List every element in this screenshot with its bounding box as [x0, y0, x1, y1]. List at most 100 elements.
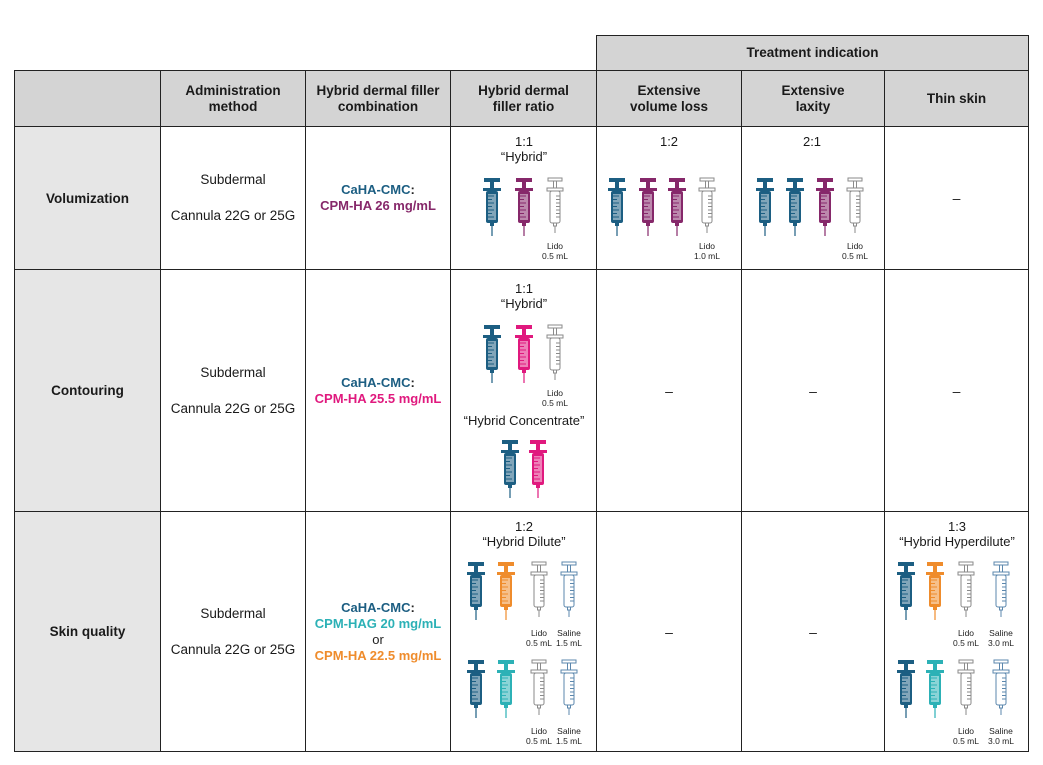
syringe-icon-cpmha26	[668, 178, 686, 236]
ratio-value: 1:2	[659, 134, 679, 149]
saline-label: Saline 1.5 mL	[556, 726, 582, 746]
combo-line-a: CaHA-CMC:	[341, 182, 415, 197]
dash-text: –	[809, 623, 817, 640]
method-subdermal: Subdermal	[200, 605, 266, 621]
saline-volume: 3.0 mL	[988, 735, 1014, 746]
border-left-table	[14, 70, 15, 752]
lido-text: Lido	[957, 628, 975, 638]
ratio-volumization	[451, 127, 597, 270]
border-top-group	[596, 35, 1029, 36]
lido-volume: 0.5 mL	[526, 637, 552, 648]
treatment-indication-header: Treatment indication	[597, 36, 1029, 71]
header-ratio: Hybrid dermal filler ratio	[451, 71, 597, 127]
row-label-skin-quality-text: Skin quality	[49, 624, 126, 639]
syringe-icon-cahacmc	[608, 178, 626, 236]
combo-line-a: CaHA-CMC:	[341, 599, 415, 615]
syringe-icon-cpmha255	[529, 440, 547, 498]
syringe-icon-lido	[530, 659, 548, 715]
syringe-icon-cahacmc	[756, 178, 774, 236]
method-subdermal: Subdermal	[200, 364, 266, 380]
syringe-icon-cpmha225	[497, 562, 515, 620]
saline-volume: 1.5 mL	[556, 735, 582, 746]
saline-label: Saline 3.0 mL	[988, 726, 1014, 746]
lido-label: Lido 0.5 mL	[953, 628, 979, 648]
ratio-value: 1:3	[947, 519, 967, 534]
syringe-icon-lido	[957, 561, 975, 617]
lido-text: Lido	[546, 388, 564, 398]
lido-volume: 0.5 mL	[526, 735, 552, 746]
lido-volume: 0.5 mL	[953, 735, 979, 746]
lido-text: Lido	[957, 726, 975, 736]
combo-or: or	[372, 631, 384, 647]
syringe-icon-lido	[698, 177, 716, 233]
header-laxity-label: Extensive laxity	[781, 82, 845, 114]
saline-volume: 3.0 mL	[988, 637, 1014, 648]
combo-cpmha225: CPM-HA 22.5 mg/mL	[314, 647, 442, 663]
saline-volume: 1.5 mL	[556, 637, 582, 648]
syringe-icon-lido	[546, 324, 564, 380]
method-cannula: Cannula 22G or 25G	[170, 208, 296, 223]
header-method: Administration method	[161, 71, 306, 127]
volume-contouring: –	[597, 270, 742, 512]
ratio-value: 1:1	[514, 134, 534, 149]
laxity-volumization	[742, 127, 885, 270]
header-combo: Hybrid dermal filler combination	[306, 71, 451, 127]
ratio-name: “Hybrid”	[500, 149, 548, 164]
combo-cpmha255: CPM-HA 25.5 mg/mL	[314, 390, 442, 406]
saline-text: Saline	[989, 726, 1013, 736]
lido-volume: 0.5 mL	[842, 250, 868, 261]
volume-skin-quality: –	[597, 512, 742, 752]
lido-text: Lido	[846, 241, 864, 251]
syringe-icon-cpmha225	[926, 562, 944, 620]
saline-text: Saline	[557, 726, 581, 736]
lido-label: Lido 1.0 mL	[694, 241, 720, 261]
row-label-volumization-text: Volumization	[46, 190, 129, 206]
method-skin-quality: Subdermal Cannula 22G or 25G	[161, 512, 306, 752]
thin-skin-quality	[885, 512, 1029, 752]
header-volume-loss: Extensive volume loss	[597, 71, 742, 127]
laxity-skin-quality: –	[742, 512, 885, 752]
lido-text: Lido	[530, 726, 548, 736]
combo-skin-quality: CaHA-CMC: CPM-HAG 20 mg/mL or CPM-HA 22.…	[306, 512, 451, 752]
syringe-icon-lido	[957, 659, 975, 715]
syringe-icon-lido	[530, 561, 548, 617]
header-volume-loss-label: Extensive volume loss	[629, 82, 709, 114]
method-contouring: Subdermal Cannula 22G or 25G	[161, 270, 306, 512]
combo-cpmha26: CPM-HA 26 mg/mL	[320, 198, 436, 213]
combo-cpmhag20: CPM-HAG 20 mg/mL	[314, 615, 442, 631]
saline-text: Saline	[557, 628, 581, 638]
syringe-icon-saline	[992, 659, 1010, 715]
saline-label: Saline 3.0 mL	[988, 628, 1014, 648]
syringe-icon-cpmha26	[515, 178, 533, 236]
syringe-icon-cpmha26	[639, 178, 657, 236]
method-cannula: Cannula 22G or 25G	[170, 641, 296, 657]
syringe-icon-cpmhag20	[926, 660, 944, 718]
syringe-icon-cpmhag20	[497, 660, 515, 718]
corner-header	[15, 71, 161, 127]
dash-text: –	[952, 382, 961, 399]
combo-line-a: CaHA-CMC:	[341, 374, 415, 390]
header-thin-skin: Thin skin	[885, 71, 1029, 127]
syringe-icon-lido	[846, 177, 864, 233]
saline-text: Saline	[989, 628, 1013, 638]
header-combo-label: Hybrid dermal filler combination	[316, 82, 440, 114]
row-label-contouring: Contouring	[15, 270, 161, 512]
ratio-name: “Hybrid Dilute”	[482, 534, 566, 549]
saline-label: Saline 1.5 mL	[556, 628, 582, 648]
ratio-name: “Hybrid Hyperdilute”	[899, 534, 1015, 549]
thin-contouring: –	[885, 270, 1029, 512]
lido-label: Lido 0.5 mL	[542, 241, 568, 261]
lido-label: Lido 0.5 mL	[526, 726, 552, 746]
ratio-value: 1:1	[514, 281, 534, 296]
lido-text: Lido	[698, 241, 716, 251]
combo-volumization: CaHA-CMC: CPM-HA 26 mg/mL	[306, 127, 451, 270]
syringe-icon-cahacmc	[897, 660, 915, 718]
syringe-icon-saline	[992, 561, 1010, 617]
ratio-name: “Hybrid”	[500, 296, 548, 311]
ratio-contouring	[451, 270, 597, 512]
dash-text: –	[665, 623, 673, 640]
row-label-skin-quality: Skin quality	[15, 512, 161, 752]
syringe-icon-cahacmc	[897, 562, 915, 620]
method-subdermal: Subdermal	[200, 172, 266, 187]
